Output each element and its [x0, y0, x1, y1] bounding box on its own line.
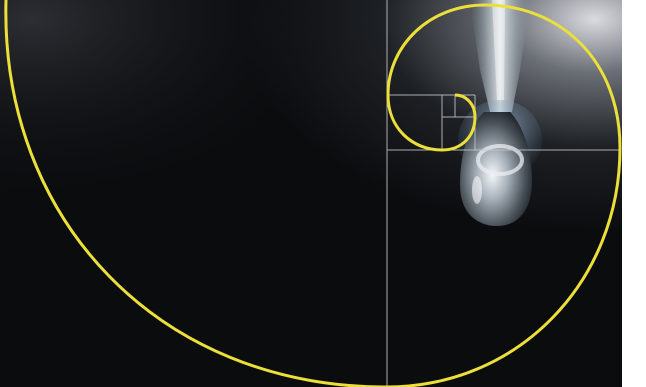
droplet-highlight [472, 176, 482, 204]
droplet-inner-reflection [476, 144, 524, 176]
water-stream [470, 0, 530, 112]
right-border [622, 0, 628, 387]
water-stream-highlight [492, 0, 505, 100]
golden-spiral [4, 0, 622, 387]
right-edge-dark [628, 0, 646, 387]
